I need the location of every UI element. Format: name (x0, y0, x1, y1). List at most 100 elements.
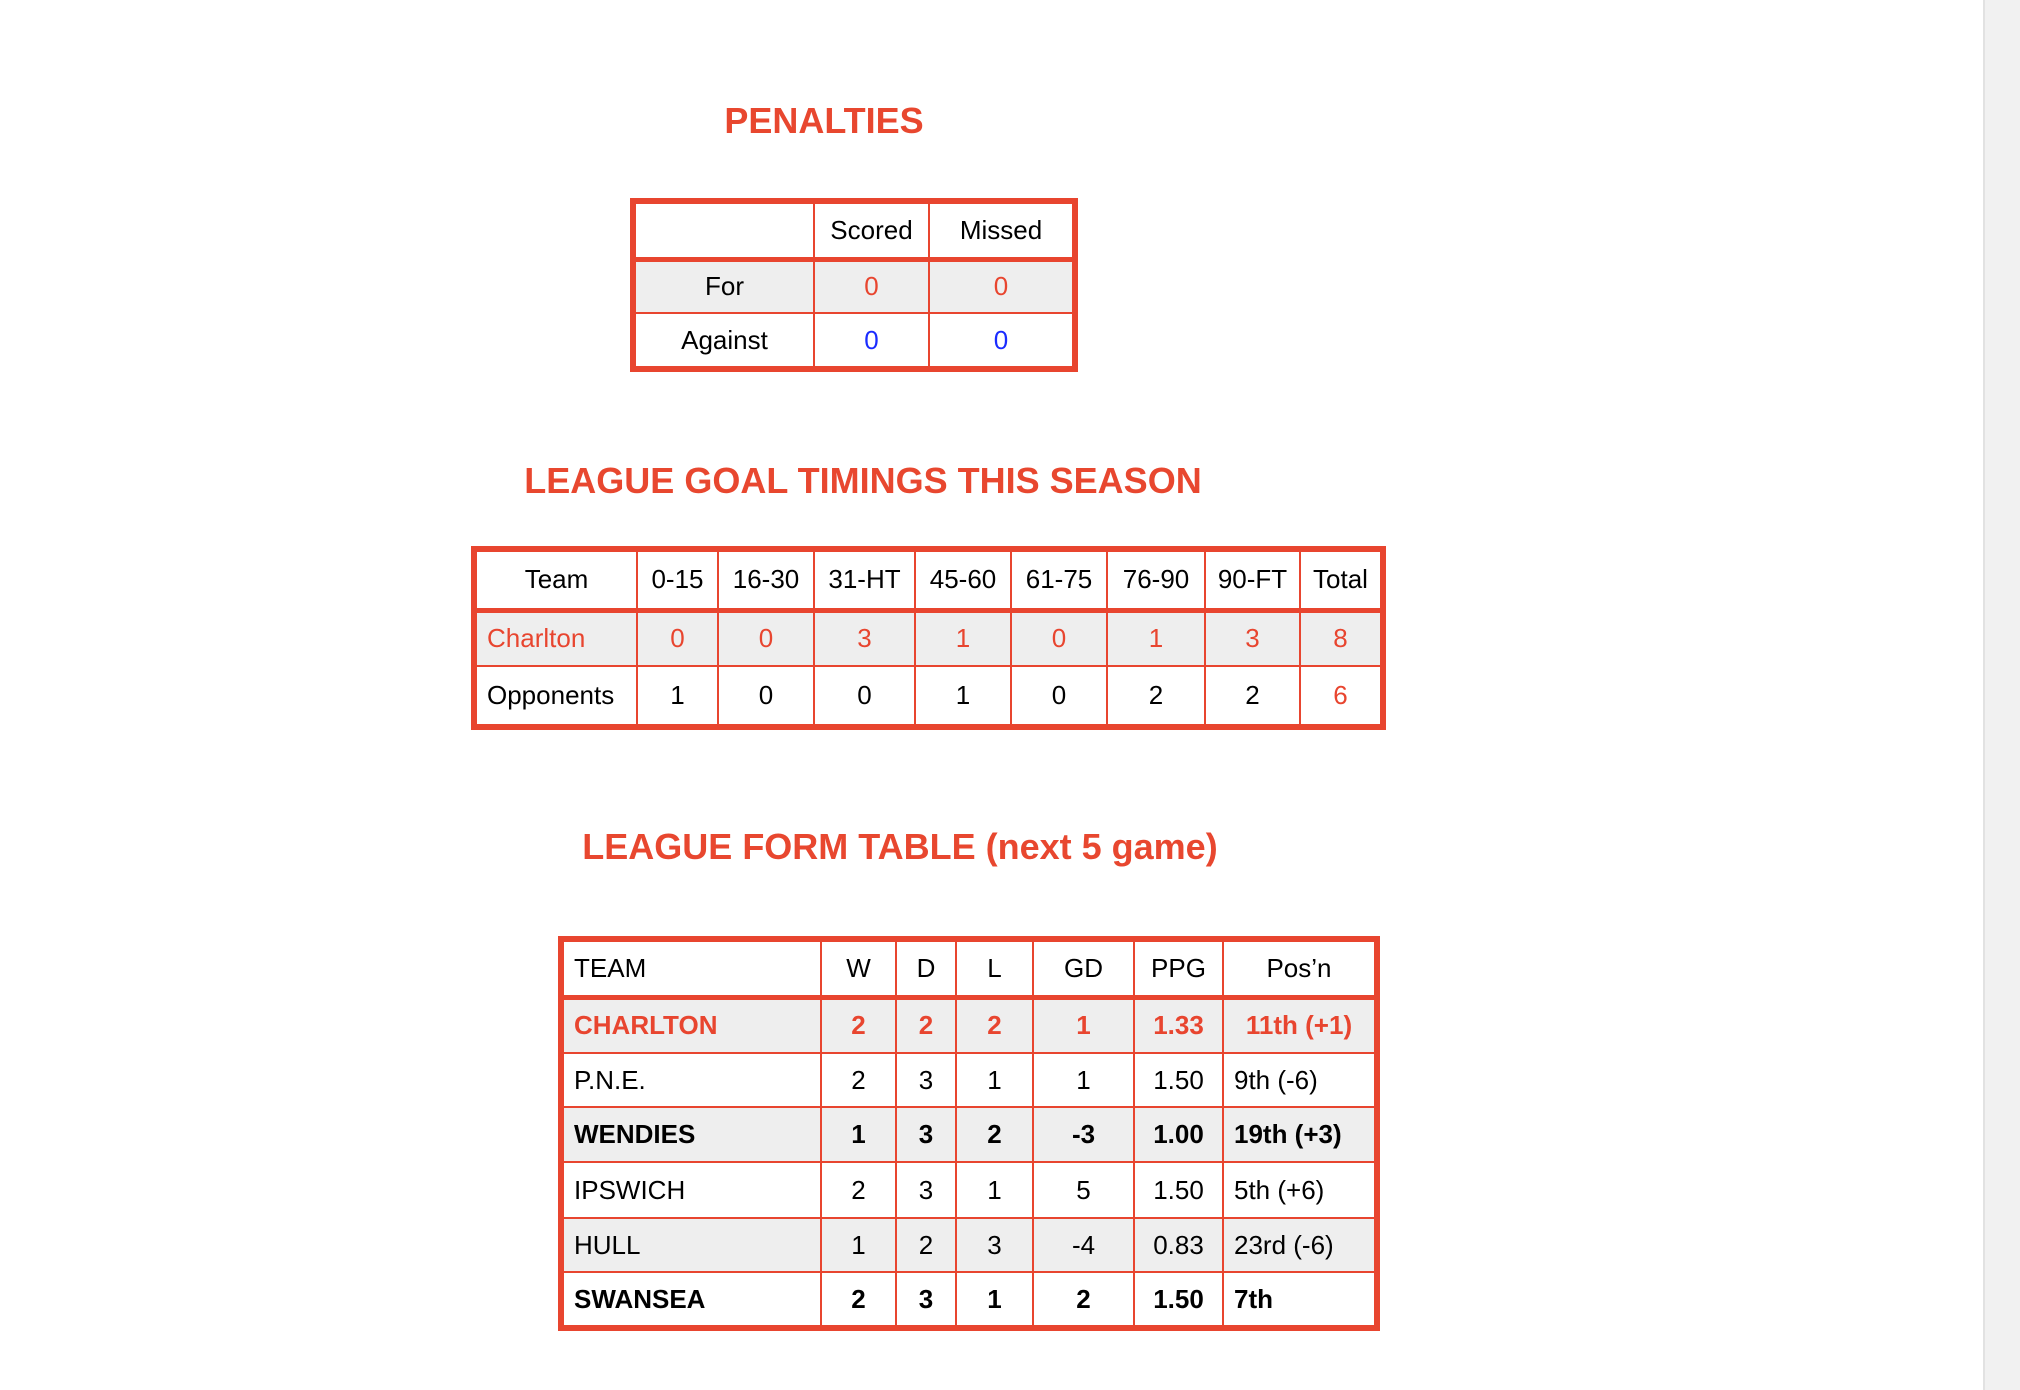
penalties-table: Scored Missed For 0 0 Against 0 0 (630, 198, 1078, 372)
header-cell: 61-75 (1010, 548, 1108, 613)
cell: 0 (1010, 609, 1108, 667)
cell: 3 (1204, 609, 1301, 667)
cell: 9th (-6) (1222, 1052, 1378, 1108)
cell: 6 (1299, 665, 1384, 728)
cell: 5 (1032, 1161, 1135, 1219)
cell: 3 (813, 609, 916, 667)
cell: 2 (1204, 665, 1301, 728)
header-cell: 45-60 (914, 548, 1012, 613)
cell: 1 (914, 665, 1012, 728)
table-row: SWANSEA 2 3 1 2 1.50 7th (560, 1271, 1378, 1329)
table-header-row: Scored Missed (632, 200, 1076, 262)
scrollbar[interactable] (1983, 0, 2020, 1390)
table-row: Charlton 0 0 3 1 0 1 3 8 (473, 609, 1384, 667)
cell: 1 (914, 609, 1012, 667)
table-row: CHARLTON 2 2 2 1 1.33 11th (+1) (560, 996, 1378, 1054)
header-cell: W (820, 938, 897, 1000)
cell: 1 (955, 1161, 1034, 1219)
row-label: For (632, 258, 815, 314)
goal-timings-title: LEAGUE GOAL TIMINGS THIS SEASON (524, 460, 1202, 501)
header-cell: Scored (813, 200, 930, 262)
table-row: Against 0 0 (632, 312, 1076, 370)
cell: 1.50 (1133, 1161, 1224, 1219)
cell: 1 (955, 1052, 1034, 1108)
form-table-title: LEAGUE FORM TABLE (next 5 game) (582, 826, 1218, 867)
table-header-row: TEAM W D L GD PPG Pos’n (560, 938, 1378, 1000)
cell: 0 (928, 258, 1076, 314)
team-name: IPSWICH (560, 1161, 822, 1219)
header-cell (632, 200, 815, 262)
cell: 2 (1106, 665, 1206, 728)
team-name: Charlton (473, 609, 638, 667)
team-name: CHARLTON (560, 996, 822, 1054)
cell: 1 (1032, 996, 1135, 1054)
cell: 19th (+3) (1222, 1106, 1378, 1163)
cell: 2 (1032, 1271, 1135, 1329)
header-cell: Total (1299, 548, 1384, 613)
header-cell: 16-30 (717, 548, 815, 613)
cell: -3 (1032, 1106, 1135, 1163)
cell: 0 (1010, 665, 1108, 728)
cell: 1 (820, 1217, 897, 1273)
table-row: Opponents 1 0 0 1 0 2 2 6 (473, 665, 1384, 728)
cell: 0 (813, 665, 916, 728)
cell: 3 (895, 1052, 957, 1108)
cell: 0 (813, 312, 930, 370)
cell: 1 (955, 1271, 1034, 1329)
cell: 5th (+6) (1222, 1161, 1378, 1219)
header-cell: 31-HT (813, 548, 916, 613)
team-name: HULL (560, 1217, 822, 1273)
cell: 2 (820, 996, 897, 1054)
table-row: P.N.E. 2 3 1 1 1.50 9th (-6) (560, 1052, 1378, 1108)
cell: -4 (1032, 1217, 1135, 1273)
cell: 2 (895, 996, 957, 1054)
team-name: SWANSEA (560, 1271, 822, 1329)
team-name: P.N.E. (560, 1052, 822, 1108)
cell: 0 (717, 609, 815, 667)
row-label: Against (632, 312, 815, 370)
cell: 3 (955, 1217, 1034, 1273)
header-cell: D (895, 938, 957, 1000)
table-header-row: Team 0-15 16-30 31-HT 45-60 61-75 76-90 90-FT To… (473, 548, 1384, 613)
table-row: HULL 1 2 3 -4 0.83 23rd (-6) (560, 1217, 1378, 1273)
cell: 1 (1032, 1052, 1135, 1108)
cell: 1 (820, 1106, 897, 1163)
cell: 1.50 (1133, 1271, 1224, 1329)
header-cell: GD (1032, 938, 1135, 1000)
cell: 23rd (-6) (1222, 1217, 1378, 1273)
cell: 1.33 (1133, 996, 1224, 1054)
cell: 8 (1299, 609, 1384, 667)
cell: 0.83 (1133, 1217, 1224, 1273)
table-row: WENDIES 1 3 2 -3 1.00 19th (+3) (560, 1106, 1378, 1163)
team-name: WENDIES (560, 1106, 822, 1163)
cell: 2 (820, 1052, 897, 1108)
cell: 2 (820, 1271, 897, 1329)
header-cell: Pos’n (1222, 938, 1378, 1000)
goal-timings-table: Team 0-15 16-30 31-HT 45-60 61-75 76-90 90-FT To… (471, 546, 1386, 730)
header-cell: Missed (928, 200, 1076, 262)
header-cell: L (955, 938, 1034, 1000)
cell: 1 (1106, 609, 1206, 667)
cell: 3 (895, 1271, 957, 1329)
header-cell: 0-15 (636, 548, 719, 613)
header-cell: 76-90 (1106, 548, 1206, 613)
cell: 3 (895, 1161, 957, 1219)
cell: 0 (636, 609, 719, 667)
header-cell: Team (473, 548, 638, 613)
team-name: Opponents (473, 665, 638, 728)
form-table: TEAM W D L GD PPG Pos’n CHARLTON 2 2 2 1 1.33 11th (+… (558, 936, 1380, 1331)
cell: 3 (895, 1106, 957, 1163)
header-cell: PPG (1133, 938, 1224, 1000)
cell: 0 (813, 258, 930, 314)
table-row: IPSWICH 2 3 1 5 1.50 5th (+6) (560, 1161, 1378, 1219)
cell: 0 (928, 312, 1076, 370)
penalties-title: PENALTIES (724, 100, 924, 141)
cell: 0 (717, 665, 815, 728)
cell: 1.50 (1133, 1052, 1224, 1108)
header-cell: 90-FT (1204, 548, 1301, 613)
table-row: For 0 0 (632, 258, 1076, 314)
cell: 2 (955, 1106, 1034, 1163)
cell: 1 (636, 665, 719, 728)
cell: 11th (+1) (1222, 996, 1378, 1054)
header-cell: TEAM (560, 938, 822, 1000)
